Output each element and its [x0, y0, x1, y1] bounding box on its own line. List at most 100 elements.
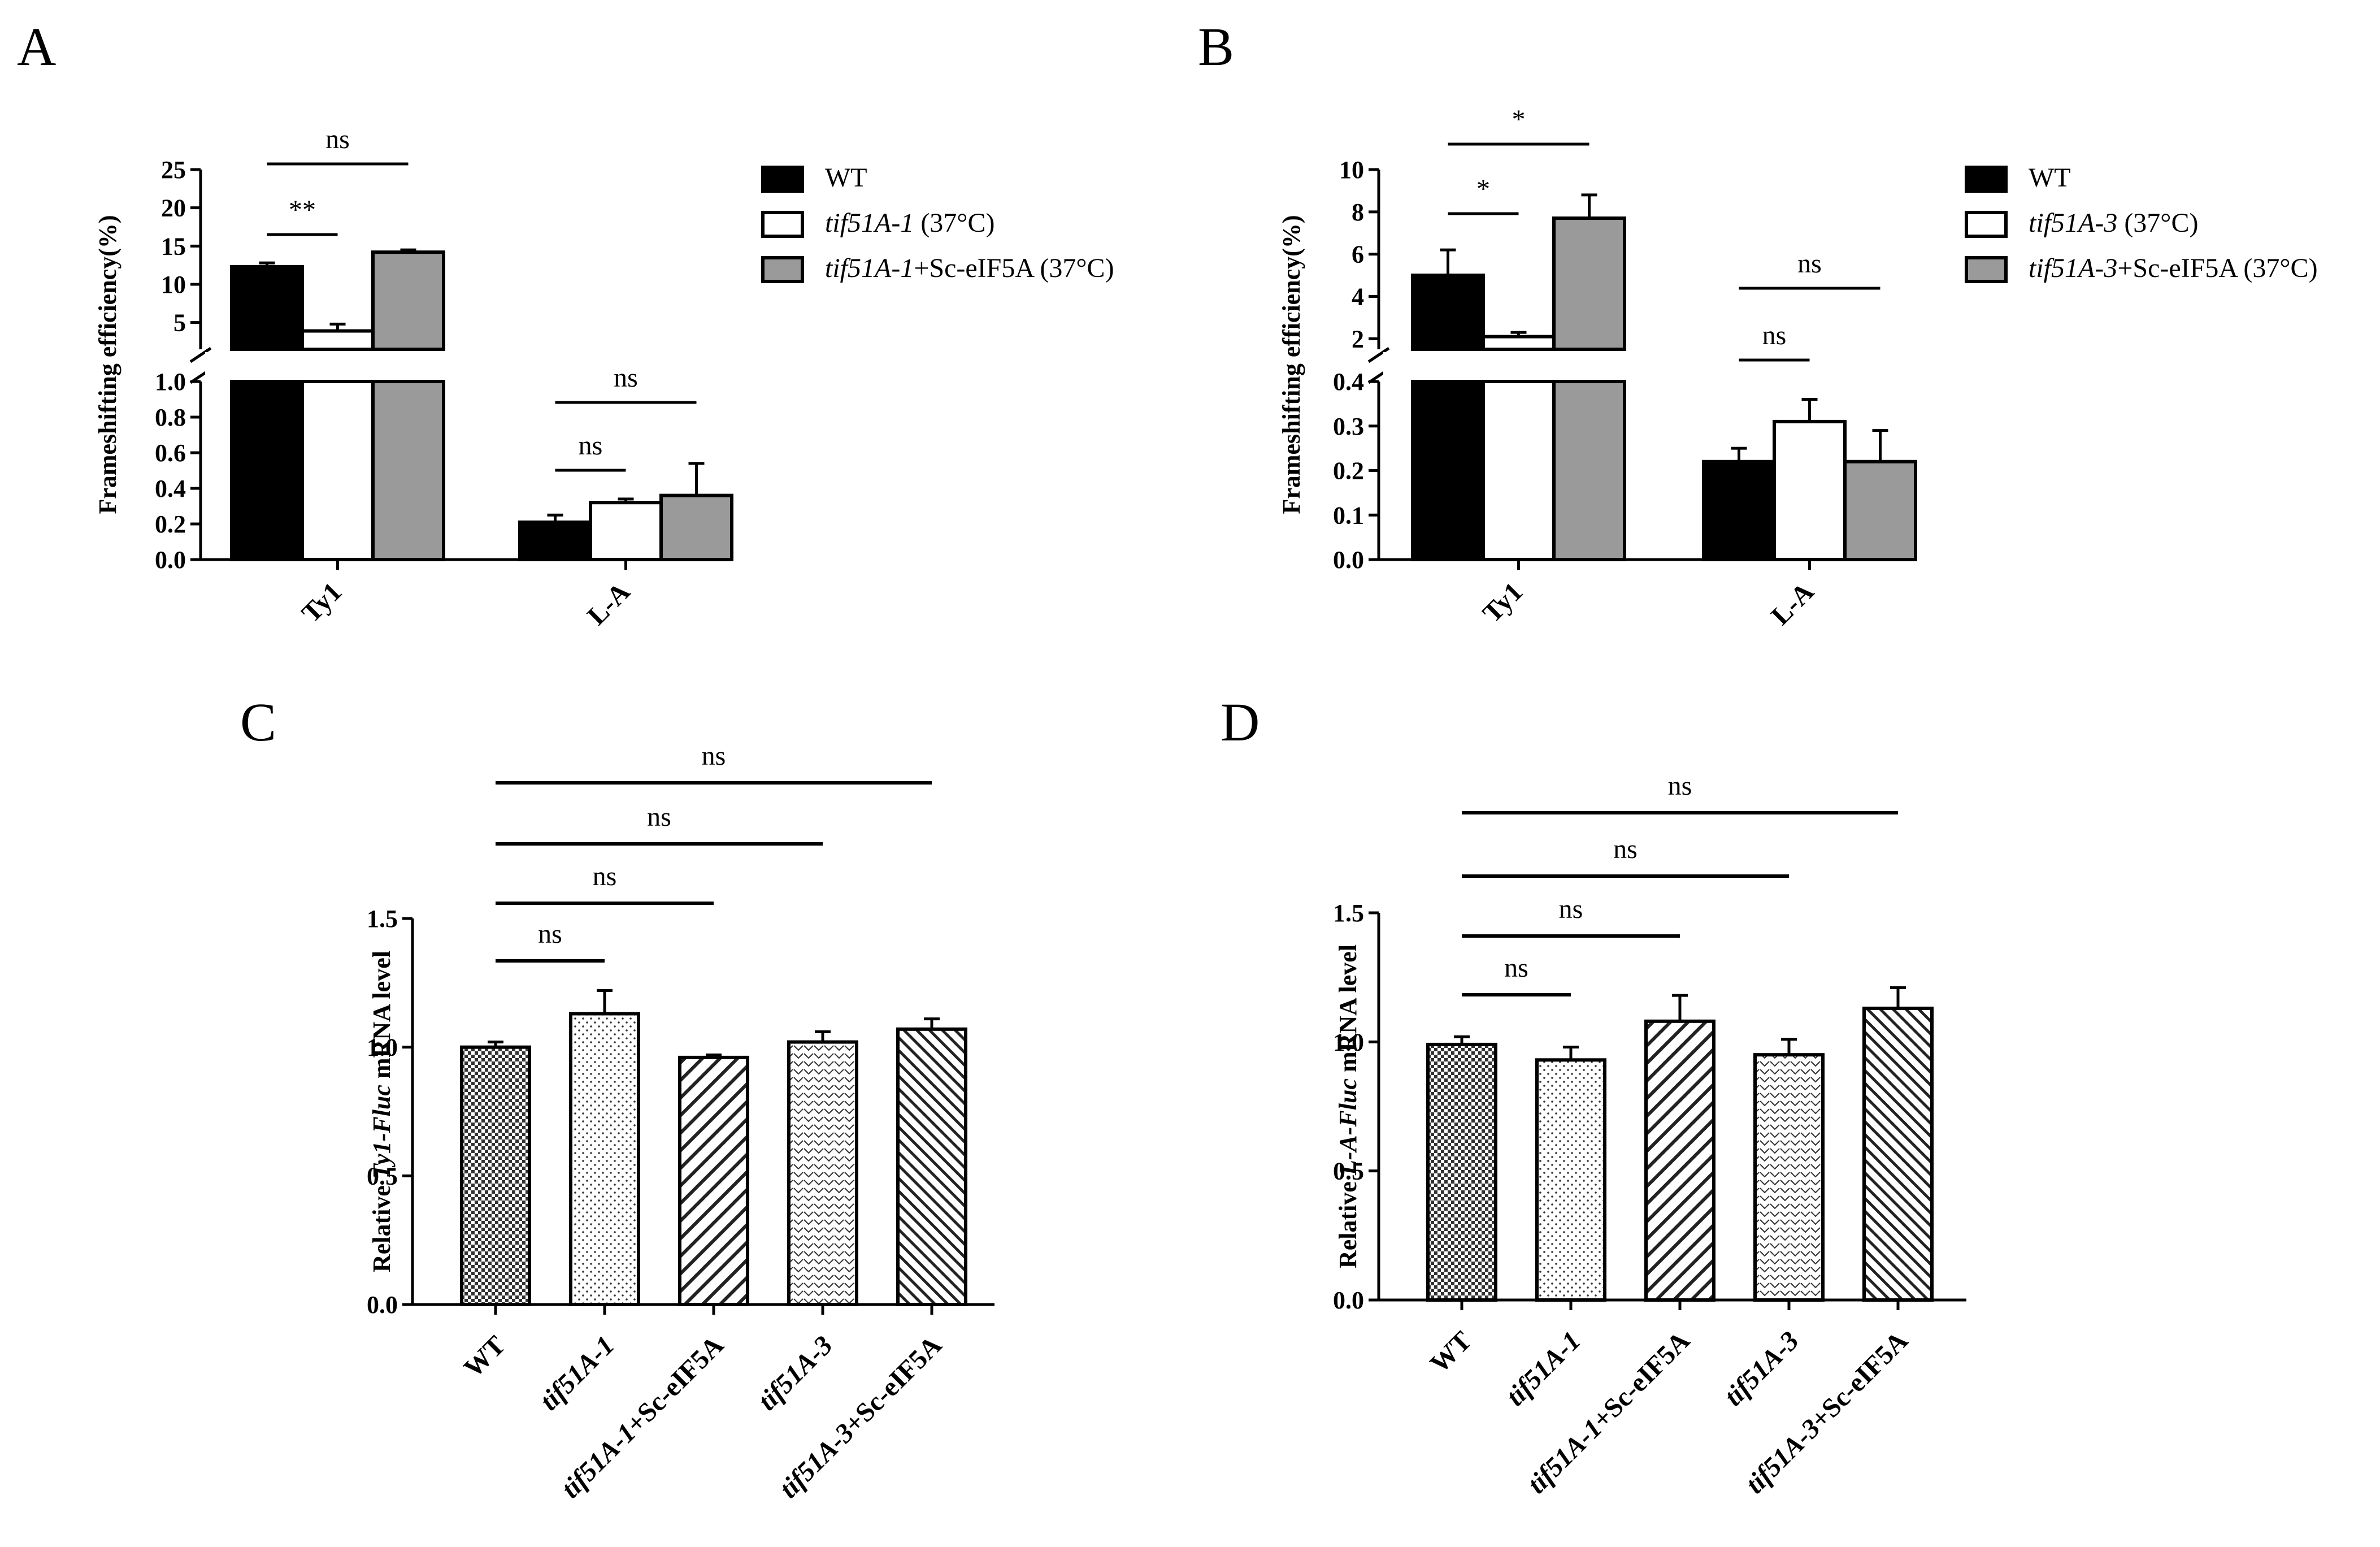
legend-swatch — [1965, 211, 2008, 238]
bar — [1753, 1053, 1825, 1302]
panel-label-a: A — [17, 16, 56, 77]
bar — [1862, 1006, 1934, 1302]
bar — [1552, 216, 1626, 351]
bar — [1644, 1019, 1715, 1302]
significance-label: ns — [1668, 771, 1692, 801]
x-category-label: tif51A-1 — [534, 1330, 620, 1416]
legend-swatch — [761, 256, 804, 283]
axis-break-gap — [205, 352, 459, 379]
y-tick-label: 1.0 — [155, 368, 186, 396]
y-tick-label: 0.5 — [367, 1162, 398, 1190]
significance-label: ns — [614, 363, 638, 393]
axis-break-mark — [1367, 346, 1390, 363]
bar — [659, 493, 733, 561]
bar — [569, 1012, 640, 1307]
legend-swatch — [761, 211, 804, 238]
y-tick-label: 0.5 — [1333, 1158, 1364, 1185]
y-tick-label: 10 — [1339, 156, 1364, 184]
panel-label-c: C — [240, 692, 276, 752]
bar-lower-segment — [371, 380, 445, 561]
y-axis-label: Relative Ty1-Fluc mRNA level — [368, 951, 396, 1272]
significance-label: ns — [593, 861, 617, 891]
significance-label: ns — [647, 802, 671, 832]
legend-swatch — [1965, 166, 2008, 193]
x-category-label: Ty1 — [296, 577, 348, 629]
bar — [1426, 1042, 1497, 1302]
significance-label: ** — [289, 195, 316, 225]
bar-lower-segment — [230, 380, 304, 561]
y-tick-label: 1.0 — [367, 1034, 398, 1061]
y-tick-label: 15 — [161, 232, 186, 260]
x-category-label: L-A — [1765, 577, 1819, 631]
y-tick-label: 0.3 — [1333, 413, 1364, 440]
y-tick-label: 0.1 — [1333, 501, 1364, 529]
bar — [1535, 1058, 1606, 1302]
y-tick-label: 0.6 — [155, 439, 186, 467]
significance-label: * — [1476, 174, 1490, 204]
bar — [1843, 460, 1917, 561]
panel-c-chart: 1.5 1.0 0.5 0.0 Relative Ty1-Fluc mRNA level… — [367, 741, 994, 1504]
significance-label: ns — [702, 741, 726, 771]
significance-label: ns — [1797, 249, 1822, 279]
y-tick-label: 0.0 — [367, 1291, 398, 1319]
panel-label-b: B — [1198, 16, 1234, 77]
bar — [1702, 460, 1776, 561]
significance-label: ns — [1504, 953, 1528, 983]
y-tick-label: 1.5 — [1333, 899, 1364, 927]
y-tick-label: 5 — [173, 309, 186, 337]
panel-a-chart: 25 20 15 10 5 1.0 0.8 0.6 0.4 0.2 0.0 Frameshifting… — [94, 124, 1114, 631]
y-axis-label: Frameshifting efficiency(%) — [1278, 215, 1305, 514]
bar — [371, 250, 445, 351]
y-tick-label: 8 — [1352, 198, 1364, 226]
y-tick-label: 25 — [161, 156, 186, 184]
y-tick-label: 0.0 — [1333, 1286, 1364, 1314]
x-category-label: WT — [458, 1330, 511, 1383]
bar — [678, 1055, 749, 1306]
y-tick-label: 0.0 — [155, 546, 186, 574]
x-category-label: Ty1 — [1477, 577, 1529, 629]
x-category-label: L-A — [581, 577, 636, 631]
significance-label: ns — [1559, 894, 1583, 924]
y-axis-label: Relative L-A-Fluc mRNA level — [1334, 944, 1362, 1268]
legend-label: WT — [825, 163, 867, 193]
x-category-label: tif51A-3 — [1718, 1325, 1804, 1411]
bar — [301, 329, 375, 351]
legend-label: WT — [2029, 163, 2071, 193]
bar-lower-segment — [1552, 380, 1626, 561]
bar — [896, 1027, 967, 1306]
significance-label: ns — [1762, 320, 1787, 350]
y-tick-label: 4 — [1352, 283, 1364, 310]
panel-label-d: D — [1221, 692, 1260, 752]
y-tick-label: 0.4 — [1333, 368, 1364, 396]
legend-label: tif51A-3+Sc-eIF5A (37°C) — [2029, 253, 2318, 283]
y-tick-label: 2 — [1352, 325, 1364, 353]
significance-label: ns — [325, 124, 350, 154]
bar — [518, 520, 592, 561]
bar — [1773, 419, 1847, 561]
y-tick-label: 0.2 — [1333, 457, 1364, 485]
significance-label: ns — [579, 431, 603, 461]
legend-label: tif51A-3 (37°C) — [2029, 208, 2199, 238]
y-tick-label: 0.4 — [155, 475, 186, 502]
axis-break-mark — [189, 346, 212, 363]
y-tick-label: 1.5 — [367, 905, 398, 933]
x-category-label: WT — [1424, 1325, 1478, 1379]
panel-b-chart: 10 8 6 4 2 0.4 0.3 0.2 0.1 0.0 Frameshifting effic… — [1278, 105, 2318, 631]
bar — [589, 501, 663, 562]
y-tick-label: 10 — [161, 271, 186, 298]
bar-lower-segment — [1482, 380, 1556, 561]
bar — [1411, 274, 1485, 352]
bar — [460, 1045, 531, 1306]
y-tick-label: 0.0 — [1333, 546, 1364, 574]
legend-label: tif51A-1+Sc-eIF5A (37°C) — [825, 253, 1114, 283]
y-tick-label: 0.8 — [155, 404, 186, 431]
y-tick-label: 1.0 — [1333, 1028, 1364, 1056]
legend-label: tif51A-1 (37°C) — [825, 208, 995, 238]
bar — [787, 1040, 858, 1307]
axis-break-gap — [1383, 352, 1640, 379]
y-tick-label: 6 — [1352, 241, 1364, 268]
bar-lower-segment — [301, 380, 375, 561]
y-axis-label: Frameshifting efficiency(%) — [94, 215, 121, 514]
x-category-label: tif51A-1 — [1500, 1325, 1586, 1411]
